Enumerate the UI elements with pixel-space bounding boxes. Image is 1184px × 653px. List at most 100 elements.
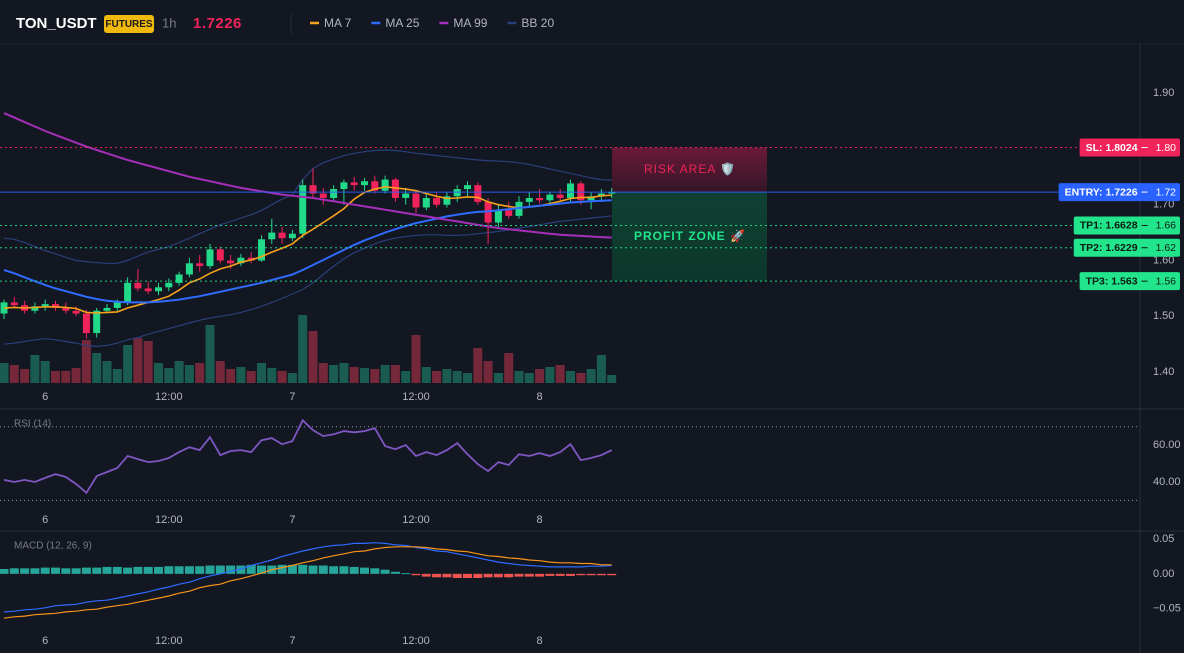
candle-body [319, 193, 327, 198]
candle-body [10, 302, 18, 306]
macd-histogram-bar [0, 569, 9, 574]
volume-bar [267, 368, 277, 383]
macd-histogram-bar [596, 573, 606, 576]
macd-histogram-bar [524, 573, 534, 577]
y-tick-label: 40.00 [1153, 476, 1181, 488]
macd-histogram-bar [236, 565, 246, 574]
candle-body [175, 274, 183, 283]
y-tick-label: 1.70 [1153, 199, 1174, 211]
macd-histogram-bar [215, 565, 225, 574]
candle-body [144, 288, 152, 292]
x-tick-label: 12:00 [155, 391, 183, 403]
volume-bar [164, 368, 174, 383]
volume-bar [308, 331, 318, 383]
macd-histogram-bar [463, 573, 472, 578]
macd-histogram-bar [586, 573, 596, 576]
y-tick-label: 1.60 [1153, 254, 1174, 266]
volume-bar [380, 365, 390, 383]
candle-body [155, 287, 162, 292]
level-price: 1.62 [1156, 242, 1177, 254]
x-tick-label: 12:00 [155, 635, 183, 647]
volume-bar [174, 361, 184, 383]
candle-body [525, 197, 533, 202]
y-tick-label: 60.00 [1153, 439, 1181, 451]
candle-body [494, 210, 502, 223]
volume-bar [329, 365, 339, 383]
y-tick-label: 0.05 [1153, 533, 1174, 545]
volume-bar [40, 361, 50, 383]
macd-histogram-bar [339, 566, 349, 574]
volume-bar [432, 371, 442, 383]
x-tick-label: 12:00 [402, 514, 430, 526]
volume-bar [349, 367, 359, 383]
volume-bar [184, 365, 194, 383]
macd-histogram-bar [298, 564, 308, 574]
volume-bar [390, 365, 400, 383]
candle-body [340, 182, 348, 190]
macd-histogram-bar [40, 567, 50, 574]
candle-body [433, 197, 441, 205]
level-box [1079, 138, 1180, 157]
macd-histogram-bar [452, 573, 462, 578]
volume-bar [92, 353, 102, 383]
legend-label: MA 25 [385, 16, 419, 30]
candle-body [412, 193, 420, 208]
volume-bar [102, 361, 112, 383]
x-tick-label: 12:00 [402, 391, 430, 403]
macd-histogram-bar [92, 567, 102, 574]
x-tick-label: 7 [289, 635, 295, 647]
level-label: SL: 1.8024 [1086, 142, 1138, 154]
candle-body [608, 192, 616, 194]
candle-body [227, 260, 235, 264]
risk-zone [612, 147, 767, 193]
level-price: 1.66 [1156, 220, 1177, 232]
volume-bar [318, 363, 328, 383]
volume-bar [442, 369, 452, 383]
candle-body [268, 232, 276, 240]
candle-body [247, 257, 255, 261]
volume-bar [81, 340, 91, 383]
candle-body [536, 197, 544, 201]
y-tick-label: 0.00 [1153, 568, 1174, 580]
volume-bar [463, 373, 472, 383]
volume-bar [473, 348, 483, 383]
macd-histogram-bar [473, 573, 483, 578]
badge-bg [104, 15, 154, 33]
volume-bar [524, 373, 534, 383]
macd-histogram-bar [71, 568, 81, 574]
volume-bar [133, 338, 143, 383]
macd-histogram-bar [226, 565, 236, 574]
volume-bar [277, 371, 287, 383]
x-tick-label: 8 [537, 514, 543, 526]
x-tick-label: 6 [42, 514, 48, 526]
candle-body [165, 282, 173, 288]
volume-bar [123, 345, 133, 383]
macd-histogram-bar [555, 573, 565, 576]
zone-label: PROFIT ZONE 🚀 [634, 229, 746, 243]
volume-bar [514, 371, 524, 383]
candle-body [196, 263, 204, 267]
x-tick-label: 7 [289, 391, 295, 403]
volume-bar [0, 363, 9, 383]
candle-body [556, 194, 564, 198]
interval: 1h [162, 15, 176, 30]
candle-body [453, 189, 461, 197]
zone-label: RISK AREA 🛡️ [644, 162, 736, 176]
candle-body [134, 282, 142, 289]
volume-bar [287, 373, 297, 383]
symbol: TON_USDT [16, 15, 97, 32]
profit-zone [612, 192, 767, 282]
macd-histogram-bar [607, 573, 617, 576]
volume-bar [205, 325, 215, 383]
macd-title: MACD (12, 26, 9) [14, 541, 92, 552]
candle-body [93, 310, 101, 334]
macd-histogram-bar [380, 569, 390, 574]
macd-histogram-bar [195, 566, 205, 574]
volume-bar [421, 367, 431, 383]
volume-bar [452, 371, 462, 383]
macd-histogram-bar [164, 566, 174, 574]
volume-bar [360, 368, 369, 383]
level-box [1058, 183, 1180, 202]
y-tick-label: 1.50 [1153, 310, 1174, 322]
